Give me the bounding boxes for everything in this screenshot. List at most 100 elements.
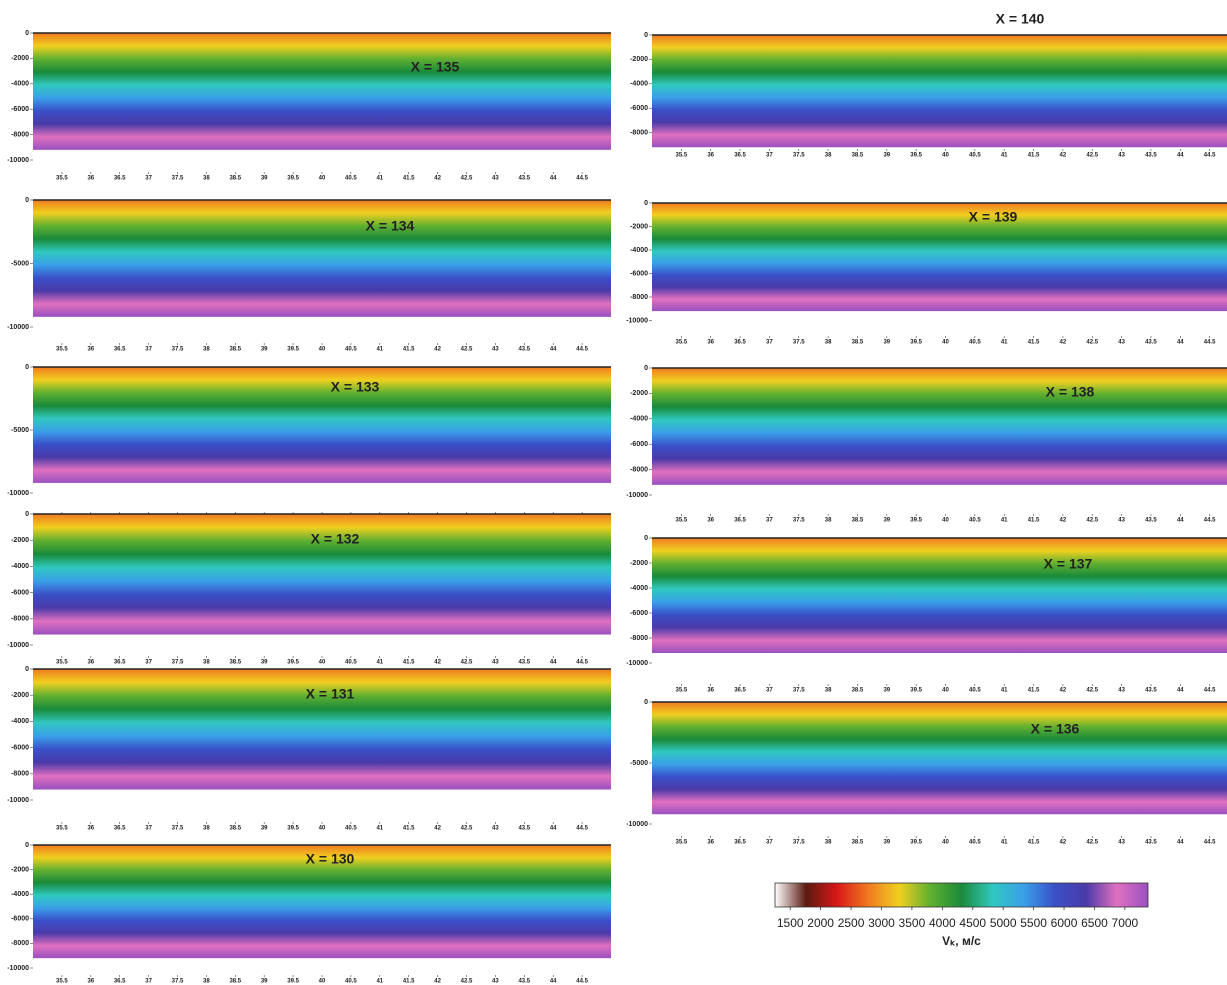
x-tick-label: 44.5 xyxy=(576,979,588,985)
x-tick-label: 37.5 xyxy=(793,153,805,159)
x-tick-label: 41.5 xyxy=(403,660,415,666)
x-tick-label: 38.5 xyxy=(229,979,241,985)
x-tick-label: 40 xyxy=(319,660,326,666)
x-tick-label: 41 xyxy=(1001,688,1008,694)
x-tick-label: 44.5 xyxy=(1204,340,1216,346)
x-tick-label: 36 xyxy=(707,840,714,846)
x-tick-label: 35.5 xyxy=(676,518,688,524)
x-tick-label: 44.5 xyxy=(576,826,588,832)
x-tick-label: 41.5 xyxy=(403,826,415,832)
x-tick-label: 40.5 xyxy=(345,176,357,182)
x-tick-label: 38 xyxy=(825,518,832,524)
y-tick-label: -8000 xyxy=(11,940,29,947)
x-tick-label: 37.5 xyxy=(793,518,805,524)
x-tick-label: 42 xyxy=(1060,153,1067,159)
x-tick-label: 42.5 xyxy=(461,176,473,182)
x-tick-label: 38.5 xyxy=(852,518,864,524)
y-tick-label: -2000 xyxy=(630,390,648,397)
x-tick-label: 37.5 xyxy=(172,347,184,353)
y-tick-label: -2000 xyxy=(11,866,29,873)
x-tick-label: 44.5 xyxy=(576,176,588,182)
x-tick-label: 38 xyxy=(825,840,832,846)
x-tick-label: 36.5 xyxy=(114,826,126,832)
panel-title: X = 130 xyxy=(306,851,355,867)
y-tick-label: -6000 xyxy=(630,270,648,277)
velocity-field xyxy=(33,514,611,635)
x-tick-label: 37 xyxy=(145,979,152,985)
x-tick-label: 37 xyxy=(766,688,773,694)
y-tick-label: -8000 xyxy=(630,129,648,136)
x-tick-label: 36 xyxy=(87,979,94,985)
velocity-field xyxy=(33,367,611,483)
x-tick-label: 41 xyxy=(1001,518,1008,524)
x-tick-label: 40.5 xyxy=(969,340,981,346)
y-tick-label: -6000 xyxy=(11,589,29,596)
x-tick-label: 40 xyxy=(319,176,326,182)
colorbar-tick-label: 4500 xyxy=(959,916,986,930)
y-tick-label: -10000 xyxy=(626,317,648,324)
x-tick-label: 42.5 xyxy=(461,979,473,985)
x-tick-label: 40.5 xyxy=(345,826,357,832)
x-tick-label: 41 xyxy=(376,347,383,353)
x-tick-label: 38 xyxy=(203,347,210,353)
x-tick-label: 43.5 xyxy=(1145,840,1157,846)
x-tick-label: 41.5 xyxy=(1028,688,1040,694)
colorbar-tick-label: 4000 xyxy=(929,916,956,930)
x-tick-label: 44 xyxy=(1177,688,1184,694)
y-tick-label: 0 xyxy=(25,842,29,849)
x-tick-label: 40.5 xyxy=(969,840,981,846)
panel-title: X = 135 xyxy=(411,59,460,75)
x-tick-label: 40 xyxy=(942,518,949,524)
x-tick-label: 35.5 xyxy=(56,826,68,832)
x-tick-label: 43 xyxy=(492,979,499,985)
x-tick-label: 40 xyxy=(942,688,949,694)
colorbar-tick-label: 5000 xyxy=(990,916,1017,930)
x-tick-label: 43 xyxy=(492,826,499,832)
x-tick-label: 35.5 xyxy=(676,840,688,846)
colorbar-tick-label: 3500 xyxy=(899,916,926,930)
x-tick-label: 44 xyxy=(550,826,557,832)
x-tick-label: 36.5 xyxy=(114,347,126,353)
x-tick-label: 37.5 xyxy=(172,826,184,832)
x-tick-label: 40.5 xyxy=(345,347,357,353)
x-tick-label: 35.5 xyxy=(56,979,68,985)
x-tick-label: 36 xyxy=(707,688,714,694)
panel-title: X = 134 xyxy=(366,218,415,234)
y-tick-label: -10000 xyxy=(7,797,29,804)
x-tick-label: 42 xyxy=(434,347,441,353)
x-tick-label: 44.5 xyxy=(576,660,588,666)
y-tick-label: -8000 xyxy=(11,131,29,138)
panel-title: X = 139 xyxy=(969,209,1018,225)
x-tick-label: 36 xyxy=(87,347,94,353)
x-tick-label: 37.5 xyxy=(172,979,184,985)
x-tick-label: 40 xyxy=(942,153,949,159)
y-tick-label: -8000 xyxy=(630,294,648,301)
x-tick-label: 38 xyxy=(203,176,210,182)
x-tick-label: 41 xyxy=(376,826,383,832)
x-tick-label: 37.5 xyxy=(172,176,184,182)
y-tick-label: -4000 xyxy=(630,585,648,592)
x-tick-label: 39.5 xyxy=(910,688,922,694)
x-tick-label: 39 xyxy=(261,176,268,182)
x-tick-label: 38.5 xyxy=(852,153,864,159)
x-tick-label: 40.5 xyxy=(969,518,981,524)
x-tick-label: 39 xyxy=(261,826,268,832)
y-tick-label: -5000 xyxy=(630,760,648,767)
x-tick-label: 42 xyxy=(1060,840,1067,846)
x-tick-label: 40 xyxy=(319,826,326,832)
x-tick-label: 35.5 xyxy=(676,153,688,159)
x-tick-label: 39.5 xyxy=(910,840,922,846)
x-tick-label: 42.5 xyxy=(1086,518,1098,524)
x-tick-label: 44 xyxy=(1177,840,1184,846)
colorbar-tick-label: 7000 xyxy=(1112,916,1139,930)
x-tick-label: 35.5 xyxy=(56,660,68,666)
x-tick-label: 43 xyxy=(1118,340,1125,346)
x-tick-label: 38 xyxy=(825,153,832,159)
x-tick-label: 41.5 xyxy=(403,347,415,353)
y-tick-label: -4000 xyxy=(630,247,648,254)
x-tick-label: 38 xyxy=(203,660,210,666)
x-tick-label: 44 xyxy=(1177,518,1184,524)
x-tick-label: 43 xyxy=(1118,153,1125,159)
x-tick-label: 39 xyxy=(883,340,890,346)
y-tick-label: -6000 xyxy=(630,105,648,112)
